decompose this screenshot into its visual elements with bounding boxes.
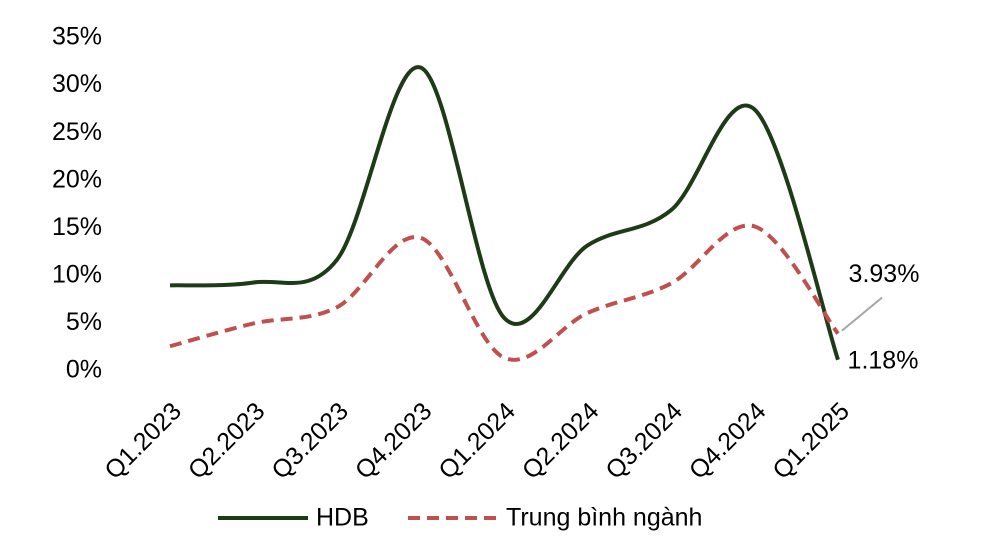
series-line [169, 65, 840, 361]
x-tick-label: Q1.2025 [767, 397, 855, 485]
y-tick-label: 10% [52, 260, 102, 288]
x-tick-label: Q4.2024 [684, 397, 772, 485]
y-tick-label: 5% [66, 308, 102, 336]
data-label: 1.18% [848, 346, 919, 374]
x-tick-label: Q1.2024 [433, 397, 521, 485]
series-line [169, 223, 840, 362]
x-tick-label: Q3.2023 [266, 397, 354, 485]
x-tick-label: Q1.2023 [99, 397, 187, 485]
x-tick-label: Q2.2024 [517, 397, 605, 485]
x-tick-label: Q3.2024 [600, 397, 688, 485]
y-tick-label: 15% [52, 213, 102, 241]
legend-label: Trung bình ngành [506, 504, 702, 532]
y-tick-label: 20% [52, 165, 102, 193]
data-label: 3.93% [849, 260, 920, 288]
y-tick-label: 35% [52, 23, 102, 51]
legend-label: HDB [316, 504, 369, 532]
y-tick-label: 0% [66, 356, 102, 384]
x-tick-label: Q4.2023 [350, 397, 438, 485]
leader-line [841, 296, 883, 332]
x-tick-label: Q2.2023 [183, 397, 271, 485]
y-tick-label: 30% [52, 70, 102, 98]
y-tick-label: 25% [52, 118, 102, 146]
